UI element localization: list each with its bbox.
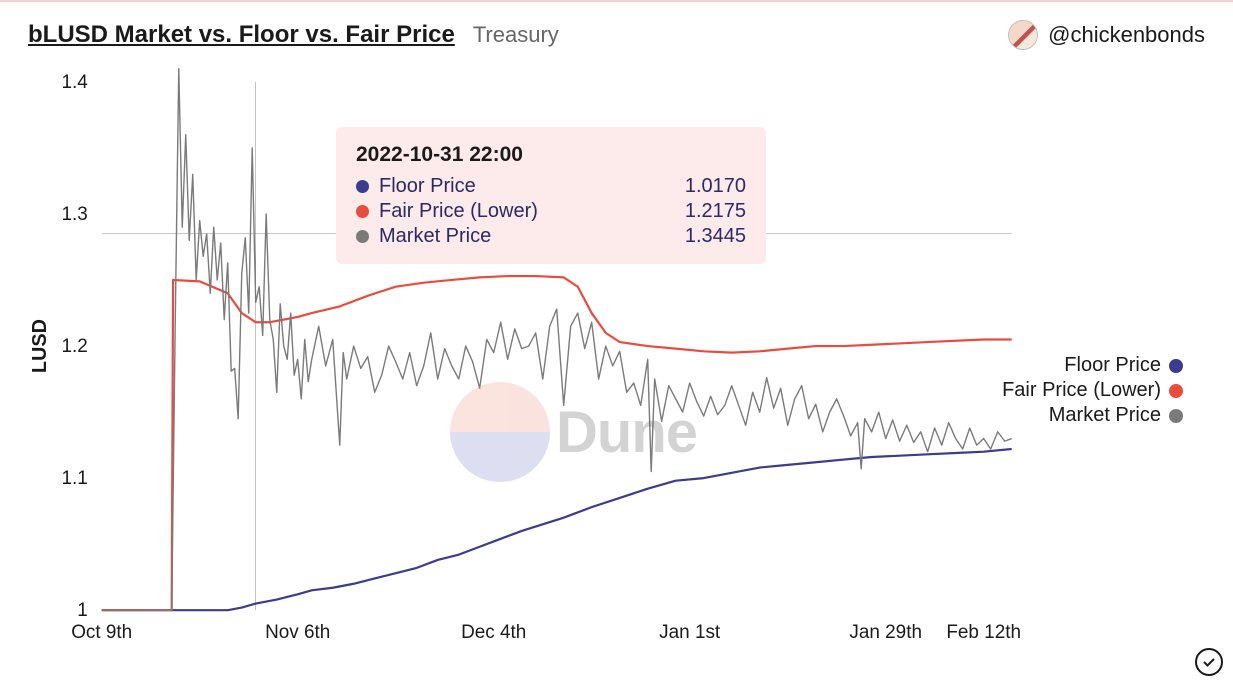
tooltip-series-label: Fair Price (Lower) [379,200,538,223]
legend-dot-icon [1169,384,1183,398]
tooltip-series-value: 1.2175 [685,200,746,223]
tooltip-series-dot-icon [356,205,369,218]
y-axis-label: LUSD [29,319,51,373]
tooltip-row: Market Price 1.3445 [356,225,746,248]
legend-item[interactable]: Fair Price (Lower) [1002,379,1183,402]
header-left: bLUSD Market vs. Floor vs. Fair Price Tr… [28,21,559,49]
legend-label: Floor Price [1064,354,1161,377]
x-tick-label: Jan 29th [849,622,922,643]
legend-item[interactable]: Floor Price [1002,354,1183,377]
x-tick-label: Dec 4th [461,622,526,643]
series-line [102,276,1012,610]
tooltip-row: Fair Price (Lower) 1.2175 [356,200,746,223]
chart-legend: Floor PriceFair Price (Lower)Market Pric… [1002,352,1183,429]
author-avatar-icon[interactable] [1008,20,1038,50]
legend-dot-icon [1169,409,1183,423]
legend-label: Fair Price (Lower) [1002,379,1161,402]
chart-header: bLUSD Market vs. Floor vs. Fair Price Tr… [0,2,1233,58]
verified-check-icon[interactable] [1195,648,1223,676]
series-line [102,449,1012,610]
y-tick-label: 1.3 [61,204,87,225]
tooltip-series-dot-icon [356,230,369,243]
x-tick-label: Oct 9th [71,622,132,643]
x-tick-label: Feb 12th [946,622,1021,643]
tooltip-series-dot-icon [356,180,369,193]
y-tick-label: 1.1 [61,468,87,489]
tooltip-row: Floor Price 1.0170 [356,175,746,198]
legend-item[interactable]: Market Price [1002,404,1183,427]
x-tick-label: Nov 6th [265,622,330,643]
header-right: @chickenbonds [1008,20,1205,50]
y-tick-label: 1.2 [61,336,87,357]
chart-subtitle: Treasury [473,22,559,48]
legend-dot-icon [1169,359,1183,373]
y-tick-label: 1.4 [61,72,87,93]
tooltip-date: 2022-10-31 22:00 [356,143,746,167]
tooltip-series-value: 1.0170 [685,175,746,198]
chart-tooltip: 2022-10-31 22:00 Floor Price1.0170Fair P… [336,127,766,264]
y-tick-label: 1 [77,600,88,621]
author-handle[interactable]: @chickenbonds [1048,22,1205,48]
chart-title-link[interactable]: bLUSD Market vs. Floor vs. Fair Price [28,21,455,49]
tooltip-series-value: 1.3445 [685,225,746,248]
x-tick-label: Jan 1st [659,622,721,643]
chart-area[interactable]: 1 1.1 1.2 1.3 1.4 Oct 9th Nov 6th Dec 4th Jan 1s… [20,62,1213,660]
tooltip-series-label: Floor Price [379,175,476,198]
tooltip-series-label: Market Price [379,225,491,248]
legend-label: Market Price [1049,404,1161,427]
